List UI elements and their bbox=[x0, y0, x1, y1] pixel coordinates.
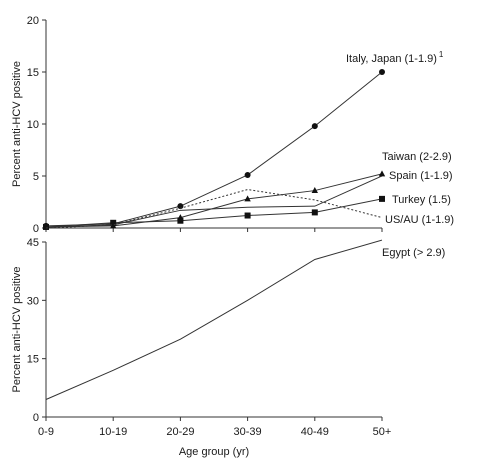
data-point-circle bbox=[379, 69, 385, 75]
x-tick-label: 20-29 bbox=[166, 426, 194, 438]
series-label-superscript: 1 bbox=[439, 50, 444, 59]
y-tick-label: 15 bbox=[27, 67, 39, 79]
data-point-square bbox=[177, 217, 184, 224]
data-point-triangle bbox=[311, 187, 318, 194]
series-label: Taiwan (2-2.9) bbox=[382, 151, 452, 163]
data-point-square bbox=[110, 219, 117, 226]
x-tick-label: 40-49 bbox=[301, 426, 329, 438]
series-line bbox=[45, 198, 383, 228]
data-point-square bbox=[379, 195, 385, 202]
series-label: US/AU (1-1.9) bbox=[385, 214, 454, 226]
y-axis-title: Percent anti-HCV positive bbox=[11, 267, 23, 393]
data-point-square bbox=[43, 223, 49, 230]
y-tick-label: 5 bbox=[33, 171, 39, 183]
top-panel: 0 5 10 15 20 Percent anti-HCV positive Italy, … bbox=[11, 15, 454, 235]
x-axis-title: Age group (yr) bbox=[179, 446, 249, 458]
data-point-circle bbox=[244, 171, 251, 178]
series-line bbox=[45, 175, 383, 228]
y-axis-title: Percent anti-HCV positive bbox=[11, 61, 23, 187]
y-tick-label: 0 bbox=[33, 223, 39, 235]
y-tick-label: 20 bbox=[27, 15, 39, 27]
series-label: Egypt (> 2.9) bbox=[382, 247, 445, 259]
series-label: Spain (1-1.9) bbox=[389, 170, 453, 182]
y-tick-label: 45 bbox=[27, 237, 39, 249]
series-line bbox=[45, 71, 383, 227]
x-tick-label: 30-39 bbox=[234, 426, 262, 438]
y-tick-label: 10 bbox=[27, 119, 39, 131]
data-point-circle bbox=[311, 123, 318, 130]
data-point-triangle bbox=[378, 170, 386, 177]
y-tick-label: 15 bbox=[27, 354, 39, 366]
data-point-square bbox=[244, 212, 251, 219]
x-tick-label: 0-9 bbox=[38, 426, 54, 438]
series-label: Turkey (1.5) bbox=[392, 194, 451, 206]
series-line bbox=[45, 189, 383, 229]
y-tick-label: 30 bbox=[27, 295, 39, 307]
x-tick-label: 50+ bbox=[373, 426, 392, 438]
data-point-circle bbox=[177, 203, 184, 210]
bottom-panel: 0 15 30 45 0-9 10-19 20-29 30-39 40-49 50+ Percent… bbox=[11, 237, 445, 458]
data-point-square bbox=[311, 209, 318, 216]
series-line bbox=[45, 173, 383, 228]
data-point-triangle bbox=[244, 195, 251, 202]
series-label: Italy, Japan (1-1.9) 1 bbox=[346, 50, 444, 65]
x-tick-label: 10-19 bbox=[99, 426, 127, 438]
series-line bbox=[45, 239, 383, 400]
y-tick-label: 0 bbox=[33, 412, 39, 424]
